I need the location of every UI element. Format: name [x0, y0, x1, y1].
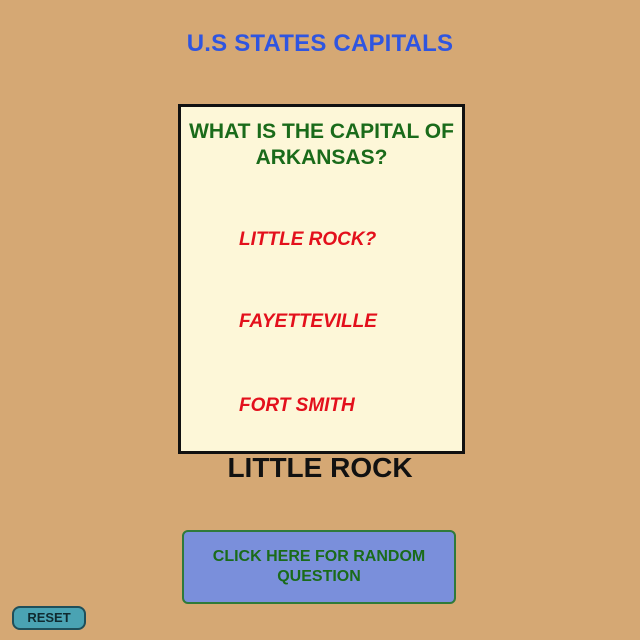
app-title: U.S STATES CAPITALS — [186, 30, 454, 57]
answer-text: LITTLE ROCK — [227, 452, 413, 483]
answer-option-1[interactable]: LITTLE ROCK? — [239, 229, 377, 250]
reset-button[interactable]: RESET — [12, 606, 86, 630]
quiz-card: WHAT IS THE CAPITAL OF ARKANSAS? LITTLE … — [178, 104, 465, 454]
answer-option-2[interactable]: FAYETTEVILLE — [239, 311, 377, 332]
random-question-button[interactable]: CLICK HERE FOR RANDOM QUESTION — [182, 530, 456, 604]
answer-option-3[interactable]: FORT SMITH — [239, 395, 355, 416]
question-text: WHAT IS THE CAPITAL OF ARKANSAS? — [189, 120, 454, 169]
